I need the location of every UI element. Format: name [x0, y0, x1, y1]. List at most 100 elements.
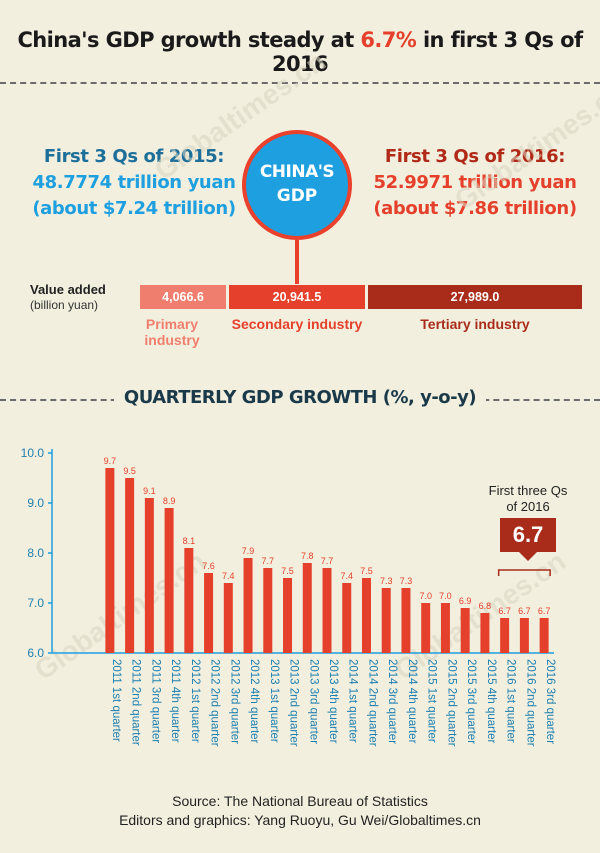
bar-value-label: 9.1: [143, 486, 156, 496]
footer-credits: Editors and graphics: Yang Ruoyu, Gu Wei…: [119, 812, 481, 828]
bar-value-label: 6.7: [498, 606, 511, 616]
x-tick-label: 2014 1st quarter: [347, 659, 359, 743]
bar: [460, 608, 470, 653]
gdp-2016-value: 52.9971 trillion yuan: [373, 172, 577, 193]
bar: [263, 568, 273, 653]
title-text-end: in first 3 Qs of 2016: [271, 28, 583, 76]
bar: [283, 578, 293, 653]
bar-value-label: 7.5: [360, 566, 373, 576]
bar-value-label: 7.9: [242, 546, 255, 556]
x-tick-label: 2011 3rd quarter: [149, 659, 161, 743]
bar-value-label: 8.1: [183, 536, 196, 546]
label-tertiary-industry: Tertiary industry: [420, 316, 530, 332]
callout-pointer: [519, 552, 537, 561]
label-primary-industry: Primary industry: [144, 316, 200, 348]
gdp-2015-block: First 3 Qs of 2015: 48.7774 trillion yua…: [24, 146, 244, 219]
gdp-2016-block: First 3 Qs of 2016: 52.9971 trillion yua…: [360, 146, 590, 219]
bar-value-label: 8.9: [163, 496, 176, 506]
divider-top: [0, 82, 600, 84]
segment-secondary: 20,941.5: [229, 285, 365, 309]
bar: [440, 603, 450, 653]
bar-value-label: 7.7: [321, 556, 334, 566]
bar: [322, 568, 332, 653]
header: China's GDP growth steady at 6.7% in fir…: [0, 0, 600, 82]
y-tick-label: 9.0: [27, 496, 44, 510]
x-tick-label: 2015 3rd quarter: [465, 659, 477, 744]
x-tick-label: 2013 1st quarter: [268, 659, 280, 743]
bar-value-label: 7.0: [439, 591, 452, 601]
callout-value: 6.7: [500, 518, 556, 552]
x-tick-label: 2012 1st quarter: [189, 659, 201, 743]
badge-line-1: CHINA'S: [259, 162, 335, 182]
badge-line-2: GDP: [276, 186, 318, 206]
section-title-text: QUARTERLY GDP GROWTH (%, y-o-y): [113, 387, 487, 408]
annotation-first-three-qs: First three Qs of 2016: [488, 483, 568, 514]
bar: [223, 583, 233, 653]
bar: [302, 563, 312, 653]
x-tick-label: 2016 2nd quarter: [524, 659, 536, 747]
y-tick-label: 8.0: [27, 546, 44, 560]
bar: [480, 613, 490, 653]
x-tick-label: 2014 2nd quarter: [366, 659, 378, 747]
bar-value-label: 6.8: [479, 601, 492, 611]
value-added-label: Value added: [30, 282, 106, 297]
x-tick-label: 2014 4th quarter: [406, 659, 418, 744]
gdp-growth-chart: 10.0 9.0 8.0 7.0 6.0 9.7 2011 1st quarter 9.5 20…: [21, 446, 556, 747]
x-tick-label: 2012 2nd quarter: [209, 659, 221, 747]
title-text-start: China's GDP growth steady at: [17, 28, 361, 52]
bar-value-label: 7.6: [202, 561, 215, 571]
x-tick-label: 2014 3rd quarter: [386, 659, 398, 744]
gdp-2015-value: 48.7774 trillion yuan: [32, 172, 236, 193]
y-tick-label: 7.0: [27, 596, 44, 610]
footer-source: Source: The National Bureau of Statistic…: [172, 793, 428, 809]
bar-value-label: 6.9: [459, 596, 472, 606]
x-tick-label: 2013 2nd quarter: [288, 659, 300, 747]
gdp-2015-heading: First 3 Qs of 2015:: [43, 146, 225, 167]
x-tick-label: 2016 1st quarter: [505, 659, 517, 743]
x-tick-label: 2013 3rd quarter: [307, 659, 319, 744]
bar: [342, 583, 352, 653]
label-secondary-industry: Secondary industry: [231, 316, 363, 332]
page-title: China's GDP growth steady at 6.7% in fir…: [0, 28, 600, 76]
x-tick-label: 2011 4th quarter: [169, 659, 181, 743]
bar: [500, 618, 510, 653]
china-gdp-badge: CHINA'S GDP: [242, 130, 352, 240]
bar: [421, 603, 431, 653]
x-tick-label: 2016 3rd quarter: [544, 659, 556, 744]
x-tick-label: 2012 3rd quarter: [228, 659, 240, 744]
x-tick-label: 2012 4th quarter: [248, 659, 260, 744]
bar-value-label: 6.7: [538, 606, 551, 616]
bar: [184, 548, 194, 653]
x-tick-label: 2011 1st quarter: [110, 659, 122, 742]
x-tick-label: 2015 2nd quarter: [445, 659, 457, 747]
section-title: QUARTERLY GDP GROWTH (%, y-o-y): [0, 387, 600, 408]
bar: [539, 618, 549, 653]
gdp-2015-usd: (about $7.24 trillion): [32, 198, 236, 219]
bar: [381, 588, 391, 653]
bar-value-label: 7.4: [340, 571, 353, 581]
y-tick-label: 6.0: [27, 646, 44, 660]
bar: [243, 558, 253, 653]
bar-value-label: 7.7: [262, 556, 275, 566]
bar-value-label: 7.4: [222, 571, 235, 581]
bar-value-label: 7.3: [380, 576, 393, 586]
badge-connector: [295, 240, 299, 284]
value-added-unit: (billion yuan): [30, 298, 99, 312]
bar: [401, 588, 411, 653]
gdp-2016-usd: (about $7.86 trillion): [373, 198, 577, 219]
bar: [164, 508, 174, 653]
bar-value-label: 7.8: [301, 551, 314, 561]
gdp-2016-heading: First 3 Qs of 2016:: [384, 146, 566, 167]
bar-value-label: 7.3: [400, 576, 413, 586]
title-highlight: 6.7%: [360, 28, 417, 52]
bar: [361, 578, 371, 653]
bar-value-label: 9.5: [123, 466, 136, 476]
bar: [125, 478, 135, 653]
bar: [105, 468, 115, 653]
bar: [204, 573, 214, 653]
x-tick-label: 2011 2nd quarter: [130, 659, 142, 746]
bar-value-label: 7.5: [281, 566, 294, 576]
bar: [144, 498, 154, 653]
bar-value-label: 7.0: [419, 591, 432, 601]
bar-value-label: 6.7: [518, 606, 531, 616]
